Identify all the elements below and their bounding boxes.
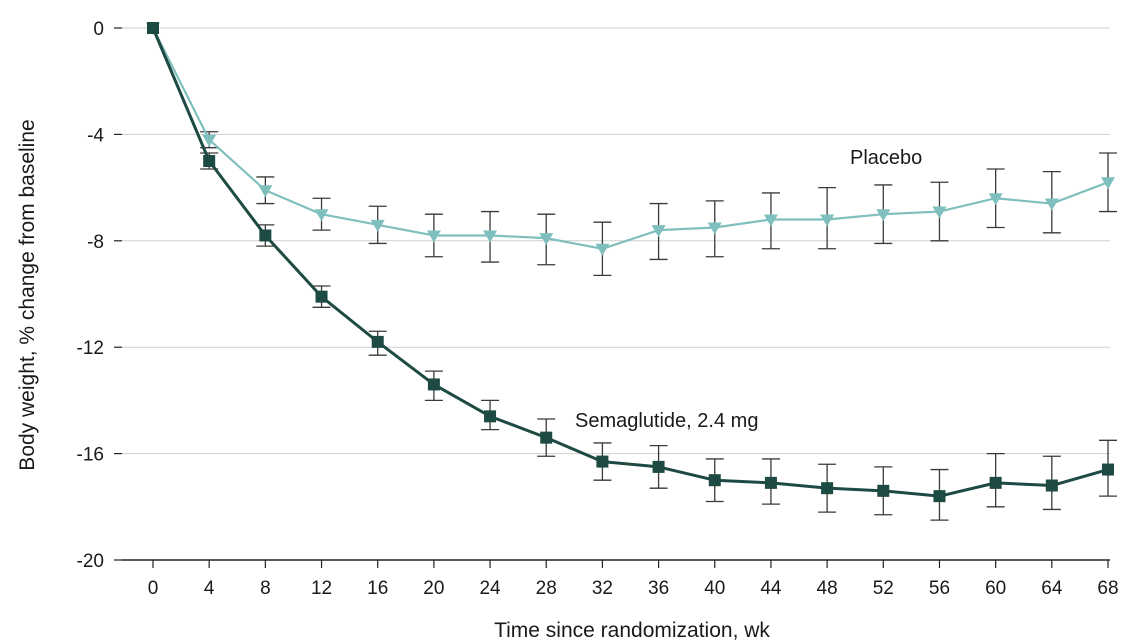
y-axis-title: Body weight, % change from baseline <box>16 119 39 470</box>
data-point-semaglutide <box>821 482 834 495</box>
data-point-placebo <box>1101 177 1115 190</box>
x-tick-label: 20 <box>423 578 444 599</box>
x-axis-title: Time since randomization, wk <box>494 619 770 642</box>
x-tick-label: 68 <box>1097 578 1118 599</box>
data-point-semaglutide <box>933 490 946 503</box>
x-tick-label: 48 <box>817 578 838 599</box>
x-tick-label: 52 <box>873 578 894 599</box>
x-tick-label: 24 <box>479 578 501 599</box>
x-tick-label: 28 <box>536 578 557 599</box>
x-tick-label: 64 <box>1041 578 1063 599</box>
data-point-placebo <box>763 214 778 227</box>
data-point-semaglutide <box>877 484 890 497</box>
data-point-semaglutide <box>484 410 497 423</box>
data-point-placebo <box>539 233 554 246</box>
data-point-placebo <box>932 206 947 219</box>
x-tick-label: 40 <box>704 578 725 599</box>
data-point-semaglutide <box>989 476 1002 489</box>
data-point-placebo <box>314 209 329 222</box>
data-point-semaglutide <box>203 155 216 167</box>
x-tick-label: 56 <box>929 578 950 599</box>
series-label-placebo: Placebo <box>850 147 922 169</box>
data-point-semaglutide <box>652 460 665 473</box>
data-point-semaglutide <box>427 378 440 391</box>
y-tick-label: 0 <box>93 19 104 40</box>
data-point-semaglutide <box>540 431 553 444</box>
y-tick-label: -12 <box>77 338 104 359</box>
y-tick-label: -20 <box>77 551 104 572</box>
data-point-semaglutide <box>596 455 609 468</box>
data-point-semaglutide <box>1045 479 1058 492</box>
series-label-semaglutide: Semaglutide, 2.4 mg <box>575 410 758 432</box>
x-tick-label: 60 <box>985 578 1006 599</box>
data-point-semaglutide <box>315 290 328 303</box>
data-point-semaglutide <box>1102 463 1114 476</box>
series-line-placebo <box>152 27 1109 250</box>
x-axis-ticks: 0 4 8 12 16 20 24 28 32 36 40 44 48 52 56 60 64 68 <box>148 560 1119 599</box>
x-tick-label: 16 <box>367 578 388 599</box>
y-tick-label: -16 <box>77 445 104 466</box>
data-point-semaglutide <box>708 474 721 487</box>
x-tick-label: 0 <box>148 578 159 599</box>
series-line-semaglutide <box>151 27 1109 498</box>
x-tick-label: 36 <box>648 578 669 599</box>
x-tick-label: 12 <box>311 578 332 599</box>
data-point-placebo <box>258 185 273 198</box>
data-point-placebo <box>595 243 610 256</box>
data-point-placebo <box>483 230 498 243</box>
data-point-placebo <box>370 219 385 232</box>
data-point-placebo <box>707 222 722 235</box>
data-point-placebo <box>988 193 1003 206</box>
data-point-semaglutide <box>259 229 272 242</box>
data-point-placebo <box>1044 198 1059 211</box>
x-tick-label: 32 <box>592 578 613 599</box>
data-point-placebo <box>202 134 217 147</box>
series-lines <box>151 27 1109 498</box>
y-tick-label: -8 <box>87 232 104 253</box>
x-tick-label: 8 <box>260 578 271 599</box>
data-point-placebo <box>876 209 891 222</box>
y-tick-label: -4 <box>87 125 104 146</box>
grid-lines <box>122 27 1110 455</box>
y-axis-ticks: 0 -4 -8 -12 -16 -20 <box>77 19 122 572</box>
data-point-semaglutide <box>371 335 384 348</box>
data-point-placebo <box>820 214 835 227</box>
data-point-placebo <box>651 225 666 238</box>
data-point-semaglutide <box>764 476 777 489</box>
data-point-placebo <box>426 230 441 243</box>
x-tick-label: 44 <box>760 578 782 599</box>
x-tick-label: 4 <box>204 578 215 599</box>
series-markers <box>146 22 1115 503</box>
data-point-semaglutide <box>147 22 159 34</box>
